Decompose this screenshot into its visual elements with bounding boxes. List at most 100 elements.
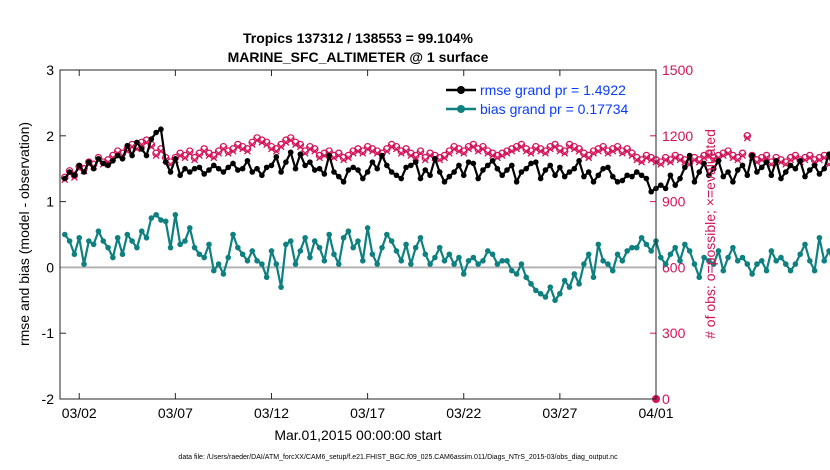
bias-point (643, 241, 650, 248)
rmse-point (114, 152, 121, 159)
obs-possible-marker (286, 134, 295, 142)
x-tick-label: 03/07 (158, 405, 193, 421)
x-tick-label: 04/01 (638, 405, 673, 421)
legend-rmse-marker (457, 86, 465, 94)
rmse-point (619, 177, 626, 184)
obs-possible-marker (469, 140, 478, 149)
rmse-point (71, 172, 78, 179)
bias-point (417, 234, 424, 241)
series-layer (61, 126, 830, 403)
legend: rmse grand pr = 1.4922 bias grand pr = 0… (446, 82, 628, 117)
bias-point (826, 248, 830, 254)
bias-point (90, 241, 97, 248)
y-right-tick-label: 0 (662, 391, 670, 407)
bias-point (513, 271, 520, 277)
bias-point (287, 238, 294, 244)
x-axis: 03/02 03/07 03/12 03/17 03/22 03/27 04/01 (62, 70, 674, 421)
bias-point (62, 231, 68, 238)
rmse-point (393, 172, 400, 179)
bias-point (792, 261, 799, 267)
bias-point (585, 251, 592, 258)
bias-point (412, 244, 419, 251)
bias-point (138, 228, 145, 235)
x-tick-label: 03/27 (542, 405, 577, 421)
bias-point (619, 258, 626, 264)
x-tick-label: 03/02 (62, 405, 97, 421)
rmse-point (66, 169, 73, 175)
rmse-point (662, 185, 669, 192)
rmse-point (807, 167, 813, 173)
obs-possible-marker (296, 140, 305, 149)
bias-point (335, 261, 342, 267)
legend-bias-marker (457, 105, 465, 113)
rmse-point (667, 172, 674, 179)
y-left-tick-label: 0 (46, 259, 54, 275)
rmse-point (826, 151, 830, 158)
rmse-point (177, 172, 183, 179)
obs-possible-marker (258, 136, 266, 144)
bias-point (807, 258, 813, 264)
rmse-point (624, 172, 630, 179)
obs-possible-marker (575, 145, 583, 153)
obs-possible-marker (551, 140, 559, 149)
obs-possible-marker (407, 149, 415, 158)
rmse-point (167, 169, 174, 175)
rmse-point (110, 158, 116, 164)
obs-possible-marker (267, 142, 276, 151)
rmse-point (374, 165, 381, 172)
obs-possible-marker (450, 142, 458, 151)
obs-possible-marker (368, 145, 377, 153)
obs-possible-marker (282, 136, 290, 144)
bias-point (124, 231, 131, 238)
chart-subtitle: MARINE_SFC_ALTIMETER @ 1 surface (228, 49, 489, 65)
obs-possible-marker (474, 145, 482, 153)
rmse-point (62, 175, 68, 182)
obs-possible-marker (416, 147, 425, 155)
rmse-point (321, 171, 328, 177)
y-left-tick-label: -2 (42, 391, 55, 407)
obs-possible-marker (421, 153, 430, 162)
bias-point (609, 267, 616, 274)
obs-possible-marker (426, 149, 434, 158)
rmse-point (292, 165, 299, 172)
bias-point (460, 271, 467, 277)
bias-point (239, 251, 246, 258)
bias-point (235, 244, 241, 251)
bias-point (696, 274, 703, 281)
rmse-point (658, 182, 664, 188)
bias-point (658, 254, 664, 261)
rmse-point (201, 171, 207, 177)
rmse-point (744, 172, 751, 179)
obs-possible-marker (402, 145, 410, 153)
rmse-point (513, 179, 520, 185)
rmse-point (215, 165, 222, 172)
bias-point (768, 248, 775, 254)
obs-possible-marker (383, 145, 391, 153)
obs-possible-marker (291, 138, 300, 147)
bias-point (542, 294, 549, 300)
bias-point (682, 241, 688, 248)
rmse-point (95, 156, 102, 162)
rmse-point (369, 159, 376, 165)
obs-possible-marker (719, 149, 728, 158)
bias-point (533, 287, 539, 294)
bias-point (749, 271, 755, 277)
bias-point (686, 248, 693, 254)
rmse-point (230, 160, 236, 167)
rmse-point (787, 162, 794, 169)
rmse-point (153, 129, 159, 136)
bias-point (355, 238, 361, 244)
bias-point (518, 261, 525, 267)
obs-possible-marker (310, 145, 319, 153)
rmse-point (797, 158, 803, 164)
legend-rmse-label: rmse grand pr = 1.4922 (480, 82, 626, 98)
rmse-point (235, 167, 241, 173)
bias-point (734, 258, 741, 264)
rmse-point (119, 156, 126, 162)
rmse-point (672, 182, 679, 188)
bias-point (739, 254, 746, 261)
bias-point (340, 234, 347, 241)
bias-point (263, 274, 270, 281)
obs-possible-marker (589, 147, 598, 155)
bias-point (71, 251, 78, 258)
